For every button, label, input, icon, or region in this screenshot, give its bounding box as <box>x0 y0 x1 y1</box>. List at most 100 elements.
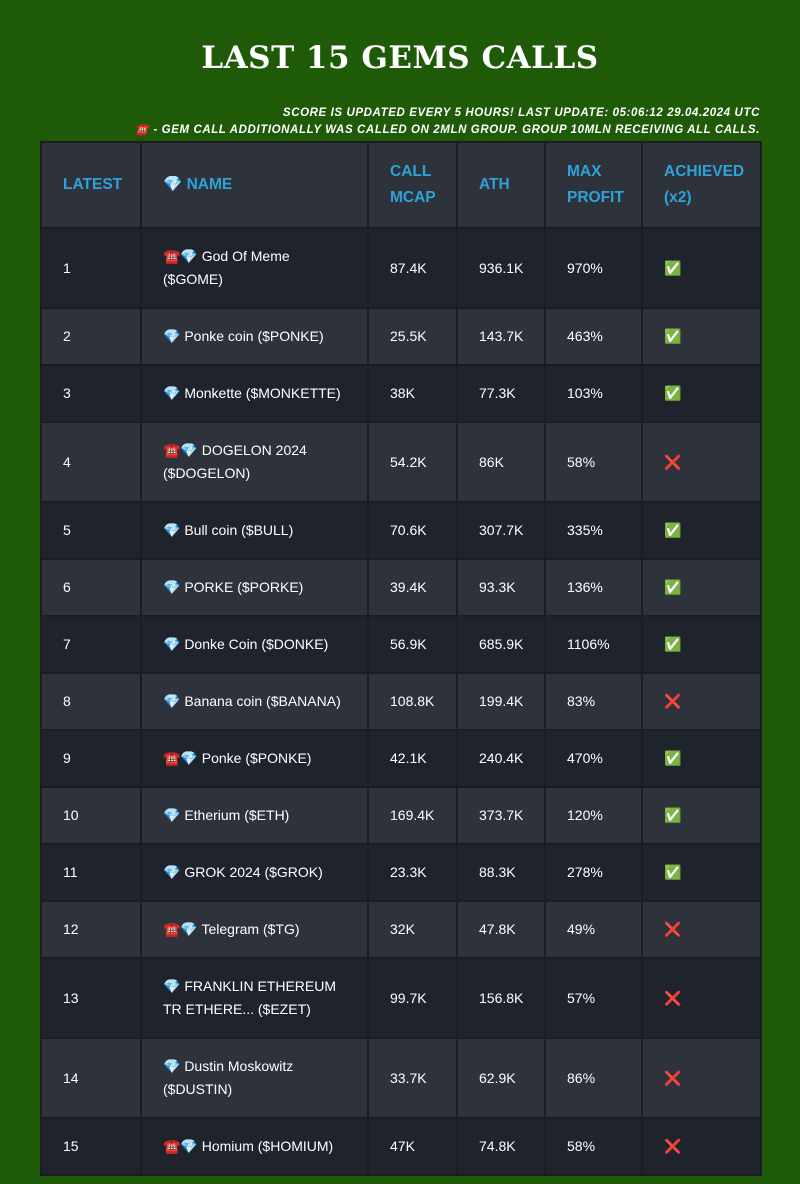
table-cell: ✅ <box>641 364 762 423</box>
update-note: SCORE IS UPDATED EVERY 5 HOURS! LAST UPD… <box>282 107 760 119</box>
table-cell: 335% <box>544 501 643 560</box>
page-title: LAST 15 GEMS CALLS <box>201 40 599 76</box>
table-cell: 240.4K <box>456 729 546 788</box>
table-cell: 39.4K <box>367 558 458 617</box>
table-cell: 62.9K <box>456 1037 546 1119</box>
table-cell: 156.8K <box>456 957 546 1039</box>
table-cell: 47.8K <box>456 900 546 959</box>
table-cell: 136% <box>544 558 643 617</box>
table-cell: 💎 Ponke coin ($PONKE) <box>140 307 369 366</box>
table-cell: 3 <box>40 364 142 423</box>
table-cell: ✅ <box>641 307 762 366</box>
table-cell: 47K <box>367 1117 458 1176</box>
column-header: CALL MCAP <box>367 141 458 229</box>
table-cell: 9 <box>40 729 142 788</box>
table-cell: 1106% <box>544 615 643 674</box>
table-cell: 1 <box>40 227 142 309</box>
table-cell: 8 <box>40 672 142 731</box>
table-cell: 💎 FRANKLIN ETHEREUM TR ETHERE... ($EZET) <box>140 957 369 1039</box>
table-cell: ✅ <box>641 227 762 309</box>
table-cell: 86K <box>456 421 546 503</box>
table-cell: 💎 Bull coin ($BULL) <box>140 501 369 560</box>
table-cell: ☎️💎 Telegram ($TG) <box>140 900 369 959</box>
table-row: 15 ☎️💎 Homium ($HOMIUM) 47K 74.8K 58% ❌ <box>40 1117 762 1176</box>
table-row: 12 ☎️💎 Telegram ($TG) 32K 47.8K 49% ❌ <box>40 900 762 959</box>
table-cell: 58% <box>544 1117 643 1176</box>
table-row: 5 💎 Bull coin ($BULL) 70.6K 307.7K 335% ✅ <box>40 501 762 560</box>
table-cell: 86% <box>544 1037 643 1119</box>
table-body: 1 ☎️💎 God Of Meme ($GOME) 87.4K 936.1K 970% ✅… <box>40 227 762 1176</box>
table-cell: ✅ <box>641 843 762 902</box>
table-cell: 💎 PORKE ($PORKE) <box>140 558 369 617</box>
table-cell: 5 <box>40 501 142 560</box>
table-cell: 23.3K <box>367 843 458 902</box>
table-cell: 38K <box>367 364 458 423</box>
table-cell: ❌ <box>641 1037 762 1119</box>
table-cell: 25.5K <box>367 307 458 366</box>
table-cell: 199.4K <box>456 672 546 731</box>
column-header: LATEST <box>40 141 142 229</box>
table-row: 4 ☎️💎 DOGELON 2024 ($DOGELON) 54.2K 86K 58% ❌ <box>40 421 762 503</box>
table-cell: 13 <box>40 957 142 1039</box>
table-cell: 970% <box>544 227 643 309</box>
column-header: 💎 NAME <box>140 141 369 229</box>
notes: SCORE IS UPDATED EVERY 5 HOURS! LAST UPD… <box>0 105 800 139</box>
table-cell: ❌ <box>641 900 762 959</box>
table-cell: 💎 Donke Coin ($DONKE) <box>140 615 369 674</box>
table-cell: 83% <box>544 672 643 731</box>
table-row: 9 ☎️💎 Ponke ($PONKE) 42.1K 240.4K 470% ✅ <box>40 729 762 788</box>
table-cell: 6 <box>40 558 142 617</box>
table-row: 1 ☎️💎 God Of Meme ($GOME) 87.4K 936.1K 970% ✅ <box>40 227 762 309</box>
table-cell: 49% <box>544 900 643 959</box>
table-cell: ✅ <box>641 501 762 560</box>
table-row: 13 💎 FRANKLIN ETHEREUM TR ETHERE... ($EZE… <box>40 957 762 1039</box>
table-cell: 307.7K <box>456 501 546 560</box>
table-cell: 💎 Etherium ($ETH) <box>140 786 369 845</box>
column-header: MAX PROFIT <box>544 141 643 229</box>
table-cell: 💎 Monkette ($MONKETTE) <box>140 364 369 423</box>
table-cell: 11 <box>40 843 142 902</box>
table-cell: 143.7K <box>456 307 546 366</box>
column-header: ATH <box>456 141 546 229</box>
table-cell: ❌ <box>641 421 762 503</box>
table-cell: 32K <box>367 900 458 959</box>
table-cell: 77.3K <box>456 364 546 423</box>
table-row: 2 💎 Ponke coin ($PONKE) 25.5K 143.7K 463% ✅ <box>40 307 762 366</box>
table-cell: 278% <box>544 843 643 902</box>
table-cell: 12 <box>40 900 142 959</box>
table-cell: 463% <box>544 307 643 366</box>
table-cell: 88.3K <box>456 843 546 902</box>
table-cell: ✅ <box>641 729 762 788</box>
table-cell: 74.8K <box>456 1117 546 1176</box>
table-cell: 57% <box>544 957 643 1039</box>
table-row: 6 💎 PORKE ($PORKE) 39.4K 93.3K 136% ✅ <box>40 558 762 617</box>
table-cell: 373.7K <box>456 786 546 845</box>
header-row: LATEST 💎 NAME CALL MCAP ATH MAX PROFIT ACHIEV… <box>40 141 762 229</box>
table-cell: ❌ <box>641 672 762 731</box>
table-cell: 58% <box>544 421 643 503</box>
table-cell: 936.1K <box>456 227 546 309</box>
table-row: 10 💎 Etherium ($ETH) 169.4K 373.7K 120% ✅ <box>40 786 762 845</box>
table-cell: 70.6K <box>367 501 458 560</box>
table-cell: ☎️💎 God Of Meme ($GOME) <box>140 227 369 309</box>
table-cell: ✅ <box>641 786 762 845</box>
table-cell: 87.4K <box>367 227 458 309</box>
table-cell: 💎 Banana coin ($BANANA) <box>140 672 369 731</box>
table-cell: 93.3K <box>456 558 546 617</box>
table-cell: ☎️💎 Ponke ($PONKE) <box>140 729 369 788</box>
table-cell: 169.4K <box>367 786 458 845</box>
table-row: 14 💎 Dustin Moskowitz ($DUSTIN) 33.7K 62.9K… <box>40 1037 762 1119</box>
legend-note: ☎️ - GEM CALL ADDITIONALLY WAS CALLED ON… <box>134 124 760 136</box>
table-cell: 108.8K <box>367 672 458 731</box>
table-cell: ❌ <box>641 957 762 1039</box>
table-row: 8 💎 Banana coin ($BANANA) 108.8K 199.4K 83% ❌ <box>40 672 762 731</box>
table-cell: 10 <box>40 786 142 845</box>
table-cell: 33.7K <box>367 1037 458 1119</box>
table-cell: 54.2K <box>367 421 458 503</box>
table-cell: 470% <box>544 729 643 788</box>
table-cell: 💎 Dustin Moskowitz ($DUSTIN) <box>140 1037 369 1119</box>
table-cell: ☎️💎 DOGELON 2024 ($DOGELON) <box>140 421 369 503</box>
table-row: 3 💎 Monkette ($MONKETTE) 38K 77.3K 103% ✅ <box>40 364 762 423</box>
table-row: 7 💎 Donke Coin ($DONKE) 56.9K 685.9K 1106% ✅ <box>40 615 762 674</box>
